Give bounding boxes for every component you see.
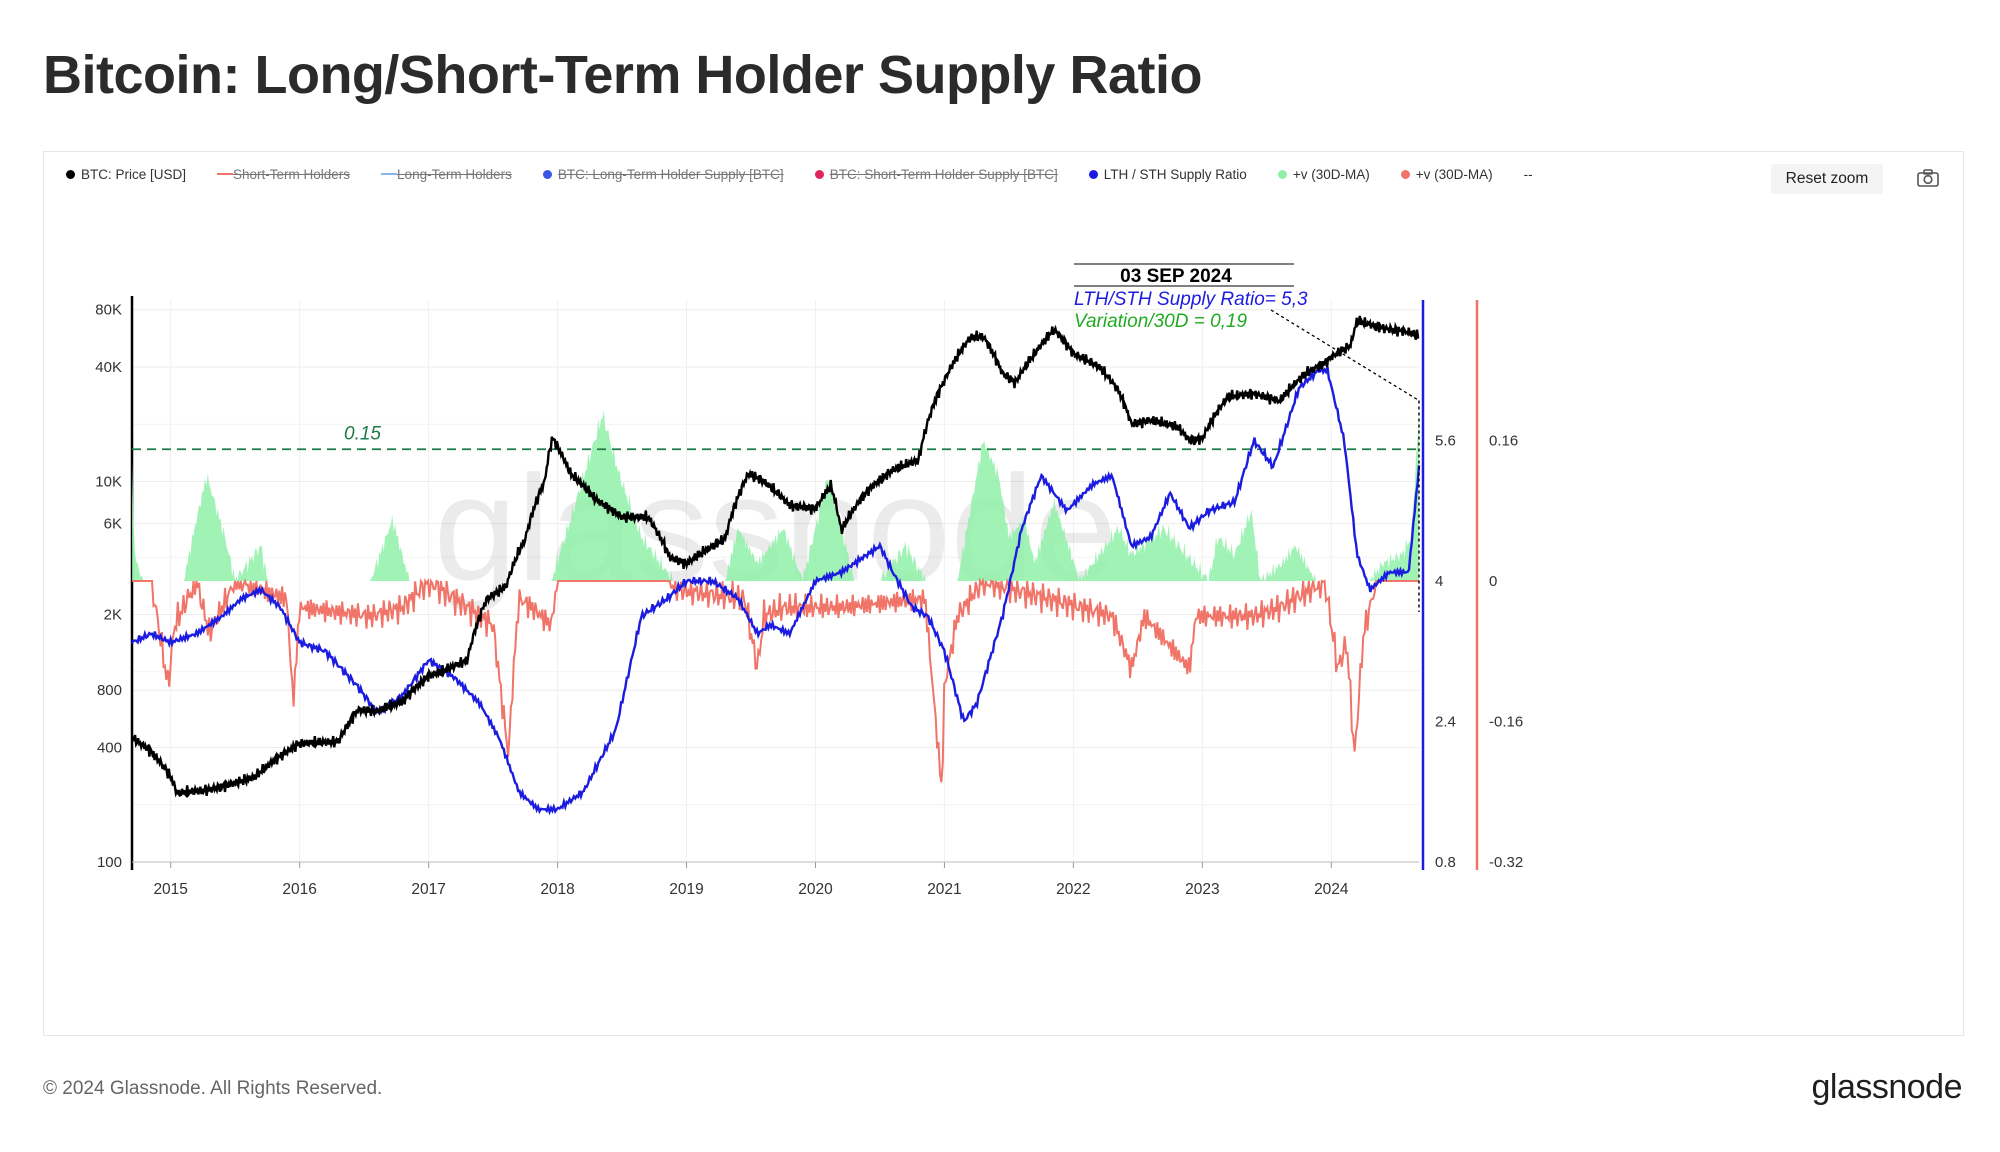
legend-label: Long-Term Holders [397,166,512,182]
watermark-text: glassnode [434,444,1118,612]
reset-zoom-button[interactable]: Reset zoom [1771,164,1883,194]
legend-item[interactable]: Long-Term Holders [381,167,512,182]
legend-item[interactable]: +v (30D-MA) [1400,166,1493,182]
legend-item[interactable]: -- [1524,167,1533,182]
legend-label: BTC: Price [USD] [81,166,187,182]
y-tick-label-price: 80K [95,302,122,319]
legend-label: +v (30D-MA) [1415,166,1493,182]
legend-label: BTC: Long-Term Holder Supply [BTC] [557,166,784,182]
legend-label: BTC: Short-Term Holder Supply [BTC] [829,166,1058,182]
y-tick-label-ratio: 4 [1435,573,1443,590]
legend-marker-icon [66,169,75,179]
y-tick-label-variation: 0.16 [1489,433,1518,450]
y-tick-label-price: 800 [97,682,122,699]
legend-item[interactable]: BTC: Long-Term Holder Supply [BTC] [542,166,784,182]
plot-group: 100 400 800 2K 6K 10K 40K 80K 2015 2016 2017 2018 20… [95,263,1523,898]
x-tick-label: 2021 [927,881,961,898]
legend-label: -- [1523,166,1533,182]
annotation-variation: Variation/30D = 0,19 [1074,311,1247,332]
ratio-line [130,363,1421,816]
legend-item[interactable]: +v (30D-MA) [1277,166,1370,182]
y-tick-label-ratio: 0.8 [1435,854,1456,871]
page-title: Bitcoin: Long/Short-Term Holder Supply R… [43,45,1202,105]
negative-variation-line [132,577,1419,783]
y-tick-label-ratio: 2.4 [1435,714,1456,731]
chart-container: 100 400 800 2K 6K 10K 40K 80K 2015 2016 2017 2018 20… [43,151,1964,1036]
x-tick-label: 2015 [153,881,187,898]
x-tick-label: 2020 [798,881,833,898]
x-tick-label: 2017 [411,881,445,898]
legend-marker-icon [1400,169,1410,179]
footer-copyright: © 2024 Glassnode. All Rights Reserved. [43,1078,383,1099]
x-tick-label: 2016 [282,881,316,898]
legend-item[interactable]: Short-Term Holders [217,167,350,182]
camera-icon[interactable] [1917,169,1939,187]
chart-canvas[interactable]: 100 400 800 2K 6K 10K 40K 80K 2015 2016 2017 2018 20… [44,152,1963,1035]
chart-legend: BTC: Price [USD] Short-Term Holders Long-T… [66,162,1564,186]
y-tick-label-price: 10K [95,474,122,491]
x-tick-label: 2018 [540,881,574,898]
positive-variation-area [132,410,1419,581]
legend-marker-icon [1088,169,1098,179]
legend-item[interactable]: LTH / STH Supply Ratio [1088,166,1247,182]
legend-label: +v (30D-MA) [1292,166,1370,182]
threshold-label: 0.15 [344,423,381,444]
legend-marker-icon [814,169,824,179]
legend-label: Short-Term Holders [233,166,351,182]
y-tick-label-price: 2K [104,606,122,623]
annotation-ratio: LTH/STH Supply Ratio= 5,3 [1074,289,1308,310]
footer-logo: glassnode [1811,1068,1962,1106]
annotation-date: 03 SEP 2024 [1120,266,1232,287]
legend-marker-icon [542,169,552,179]
x-tick-label: 2022 [1056,881,1090,898]
y-tick-label-price: 400 [97,739,122,756]
legend-marker-icon [1277,169,1287,179]
price-line [131,315,1420,799]
y-tick-label-variation: -0.32 [1489,854,1523,871]
legend-item[interactable]: BTC: Price [USD] [66,167,186,182]
legend-label: LTH / STH Supply Ratio [1103,166,1247,182]
x-tick-label: 2024 [1314,881,1349,898]
y-tick-label-price: 6K [104,516,122,533]
y-tick-label-variation: 0 [1489,573,1497,590]
y-tick-label-variation: -0.16 [1489,714,1523,731]
legend-item[interactable]: BTC: Short-Term Holder Supply [BTC] [814,166,1058,182]
y-tick-label-ratio: 5.6 [1435,433,1456,450]
legend-line-icon [381,173,398,175]
y-tick-label-price: 40K [95,359,122,376]
annotation-pointer-line [1270,309,1420,402]
x-tick-label: 2019 [669,881,703,898]
x-tick-label: 2023 [1185,881,1219,898]
y-tick-label-price: 100 [97,854,122,871]
legend-line-icon [217,173,234,175]
